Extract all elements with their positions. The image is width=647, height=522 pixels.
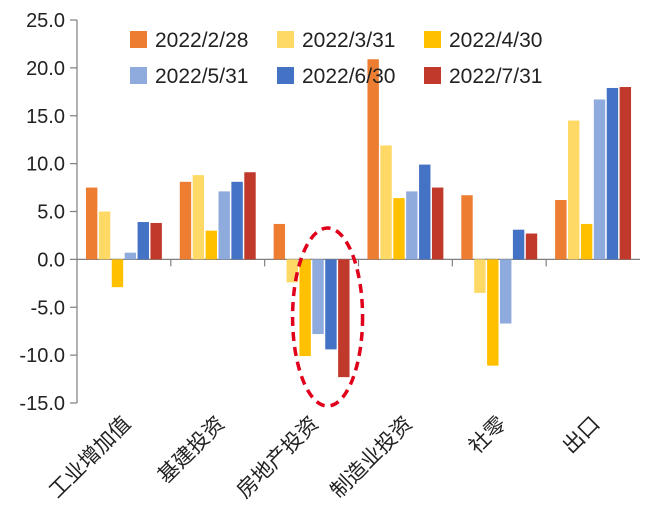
bar bbox=[85, 187, 98, 260]
bar bbox=[406, 191, 418, 260]
y-tick-label: 25.0 bbox=[26, 10, 65, 32]
legend-swatch bbox=[424, 31, 441, 48]
bar bbox=[218, 191, 230, 260]
bar bbox=[325, 259, 337, 350]
y-tick-label: -15.0 bbox=[19, 393, 65, 415]
bar bbox=[525, 233, 538, 260]
bar bbox=[512, 229, 525, 260]
bar bbox=[580, 223, 593, 260]
annotation-layer bbox=[290, 226, 365, 408]
legend-label: 2022/6/30 bbox=[302, 65, 395, 88]
legend-label: 2022/5/31 bbox=[155, 65, 248, 88]
bar bbox=[500, 259, 512, 324]
legend-swatch bbox=[277, 67, 294, 84]
y-tick-label: 20.0 bbox=[26, 58, 65, 80]
highlight-ellipse bbox=[290, 226, 365, 408]
bar bbox=[179, 181, 192, 260]
bar bbox=[150, 222, 162, 260]
y-tick-label: 5.0 bbox=[37, 202, 65, 224]
bar bbox=[231, 181, 243, 260]
x-tick-label: 出口 bbox=[559, 412, 605, 458]
legend-label: 2022/4/30 bbox=[449, 29, 542, 52]
bar bbox=[461, 195, 473, 260]
bar bbox=[606, 87, 619, 260]
x-tick-label: 社零 bbox=[465, 412, 511, 458]
x-tick-label: 工业增加值 bbox=[45, 412, 136, 503]
bar bbox=[568, 120, 580, 260]
legend-label: 2022/3/31 bbox=[302, 29, 395, 52]
bar bbox=[312, 259, 324, 335]
x-tick-label: 制造业投资 bbox=[326, 412, 417, 503]
bar bbox=[380, 145, 392, 260]
legend-swatch bbox=[130, 31, 147, 48]
legend-swatch bbox=[424, 67, 441, 84]
bar bbox=[487, 259, 499, 366]
bar bbox=[619, 87, 632, 260]
y-tick-label: -5.0 bbox=[31, 297, 65, 319]
bar bbox=[111, 259, 124, 288]
bar bbox=[338, 259, 350, 378]
y-tick-label: 10.0 bbox=[26, 154, 65, 176]
bar bbox=[393, 198, 405, 260]
bar bbox=[192, 175, 205, 260]
bar bbox=[244, 172, 256, 260]
y-tick-label: 0.0 bbox=[37, 249, 65, 271]
bar bbox=[98, 211, 111, 260]
bar bbox=[431, 187, 444, 260]
bar bbox=[299, 259, 311, 357]
legend-swatch bbox=[277, 31, 294, 48]
bars bbox=[85, 59, 632, 378]
y-axis: 25.0 20.0 15.0 10.0 5.0 0.0 -5.0 -10.0 -15.0 bbox=[19, 10, 78, 415]
legend-label: 2022/2/28 bbox=[155, 29, 248, 52]
bar bbox=[124, 252, 137, 260]
x-tick-label: 基建投资 bbox=[154, 412, 230, 488]
legend-label: 2022/7/31 bbox=[449, 65, 542, 88]
bar bbox=[286, 259, 298, 283]
bar bbox=[593, 99, 606, 260]
y-tick-label: -10.0 bbox=[19, 345, 65, 367]
bar bbox=[367, 59, 379, 260]
bar bbox=[205, 230, 217, 260]
bar bbox=[555, 200, 567, 260]
y-tick-label: 15.0 bbox=[26, 106, 65, 128]
bar bbox=[273, 223, 286, 260]
bar bbox=[474, 259, 486, 293]
legend: 2022/2/28 2022/3/31 2022/4/30 2022/5/31 2022… bbox=[130, 29, 542, 88]
legend-swatch bbox=[130, 67, 147, 84]
bar bbox=[137, 222, 149, 260]
x-tick-label: 房地产投资 bbox=[233, 412, 324, 503]
bar bbox=[419, 164, 431, 260]
